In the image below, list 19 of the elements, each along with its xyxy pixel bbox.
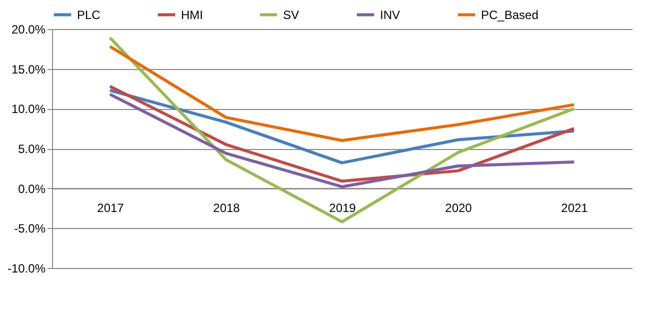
y-tick-label: 10.0%	[11, 102, 46, 116]
legend-label: SV	[283, 8, 300, 22]
y-tick-label: -5.0%	[14, 222, 46, 236]
line-series	[108, 88, 576, 164]
x-tick-label: 2019	[329, 200, 356, 215]
legend-label: PLC	[77, 8, 101, 22]
y-tick-label: 5.0%	[18, 142, 46, 156]
y-tick-label: 0.0%	[18, 182, 46, 196]
legend-label: INV	[380, 8, 400, 22]
x-tick-label: 2021	[561, 200, 588, 215]
y-tick-label: 20.0%	[11, 22, 46, 36]
x-tick-label: 2020	[445, 200, 472, 215]
legend-label: PC_Based	[481, 8, 538, 22]
y-tick-label: 15.0%	[11, 62, 46, 76]
legend-label: HMI	[181, 8, 203, 22]
x-tick-label: 2017	[97, 200, 124, 215]
y-tick-label: -10.0%	[7, 262, 46, 276]
line-series	[108, 45, 576, 142]
x-tick-label: 2018	[213, 200, 240, 215]
